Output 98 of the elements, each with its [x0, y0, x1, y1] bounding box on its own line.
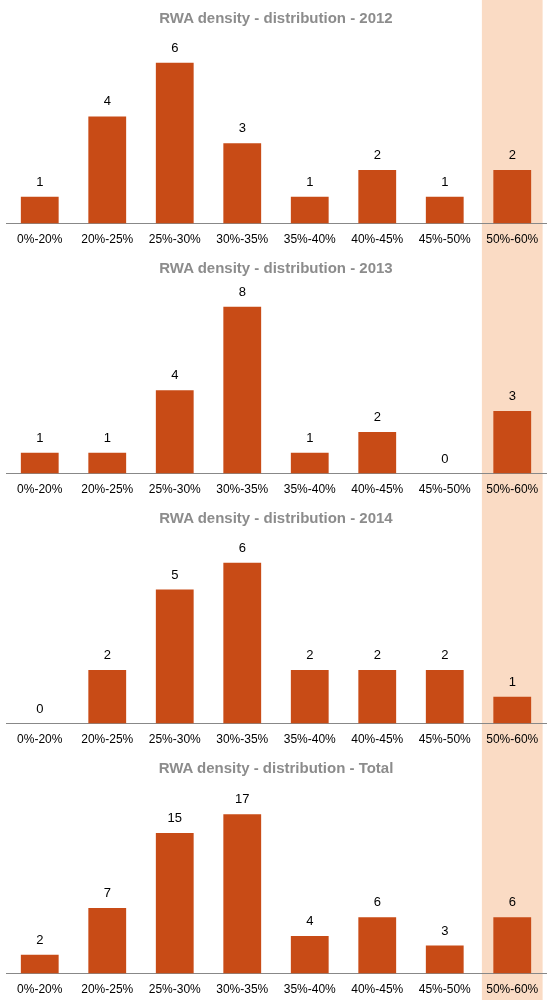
data-label: 4: [171, 367, 179, 383]
bar: [88, 452, 127, 474]
bar: [155, 62, 194, 224]
bar: [223, 306, 262, 474]
x-tick-label: 20%-25%: [81, 732, 134, 747]
chart-title: RWA density - distribution - 2013: [159, 259, 393, 277]
bar: [155, 390, 194, 474]
data-label: 1: [103, 429, 111, 445]
data-label: 7: [103, 885, 111, 901]
data-label: 1: [306, 173, 314, 189]
x-tick-label: 0%-20%: [17, 982, 63, 997]
data-label: 8: [238, 283, 246, 299]
data-label: 1: [36, 429, 44, 445]
data-label: 1: [36, 173, 44, 189]
data-label: 2: [373, 647, 381, 663]
x-tick-label: 30%-35%: [216, 232, 269, 247]
x-tick-label: 50%-60%: [486, 232, 539, 247]
x-tick-label: 25%-30%: [148, 232, 202, 247]
x-tick-label: 20%-25%: [81, 982, 134, 997]
x-tick-label: 0%-20%: [17, 732, 63, 747]
bar: [425, 670, 464, 724]
x-tick-label: 30%-35%: [216, 482, 269, 497]
bar: [223, 562, 262, 724]
data-label: 6: [373, 894, 381, 910]
data-label: 3: [441, 922, 449, 938]
data-label: 6: [171, 39, 179, 55]
x-tick-label: 20%-25%: [81, 232, 134, 247]
x-tick-label: 35%-40%: [283, 732, 337, 747]
x-tick-label: 30%-35%: [216, 732, 269, 747]
bar: [358, 170, 397, 224]
x-tick-label: 0%-20%: [17, 232, 63, 247]
data-label: 1: [306, 429, 314, 445]
chart-title: RWA density - distribution - 2014: [159, 509, 394, 527]
data-label: 5: [171, 566, 179, 582]
bar: [290, 670, 329, 724]
bar: [88, 116, 127, 224]
x-tick-label: 25%-30%: [148, 732, 202, 747]
bar: [223, 143, 262, 224]
x-tick-label: 35%-40%: [283, 482, 337, 497]
bar: [493, 411, 532, 474]
chart-title: RWA density - distribution - Total: [158, 759, 394, 777]
data-label: 2: [373, 408, 381, 424]
x-tick-label: 50%-60%: [486, 482, 539, 497]
bar: [20, 452, 59, 474]
x-tick-label: 45%-50%: [418, 232, 472, 247]
bar: [290, 452, 329, 474]
bar: [20, 196, 59, 224]
data-label: 6: [238, 539, 246, 555]
bar: [425, 196, 464, 224]
data-label: 2: [373, 147, 381, 163]
data-label: 1: [441, 173, 449, 189]
bar: [290, 936, 329, 974]
bar: [358, 431, 397, 474]
bar: [155, 832, 194, 974]
bar: [290, 196, 329, 224]
bar: [358, 670, 397, 724]
x-tick-label: 45%-50%: [418, 982, 472, 997]
bar: [88, 670, 127, 724]
bar: [155, 589, 194, 724]
bar: [493, 917, 532, 974]
data-label: 2: [36, 931, 44, 947]
x-tick-label: 45%-50%: [418, 482, 472, 497]
x-tick-label: 40%-45%: [351, 982, 404, 997]
bar: [493, 170, 532, 224]
data-label: 4: [103, 93, 111, 109]
x-tick-label: 50%-60%: [486, 982, 539, 997]
x-tick-label: 0%-20%: [17, 482, 63, 497]
data-label: 6: [508, 894, 516, 910]
x-tick-label: 25%-30%: [148, 982, 202, 997]
data-label: 15: [167, 809, 182, 825]
x-tick-label: 50%-60%: [486, 732, 539, 747]
chart-title: RWA density - distribution - 2012: [159, 9, 393, 27]
data-label: 0: [36, 700, 44, 716]
x-tick-label: 45%-50%: [418, 732, 472, 747]
bar: [88, 907, 127, 974]
data-label: 2: [508, 147, 516, 163]
bar: [425, 945, 464, 974]
data-label: 4: [306, 913, 314, 929]
bar: [223, 814, 262, 974]
x-tick-label: 30%-35%: [216, 982, 269, 997]
x-tick-label: 35%-40%: [283, 982, 337, 997]
x-tick-label: 40%-45%: [351, 232, 404, 247]
x-tick-label: 40%-45%: [351, 732, 404, 747]
data-label: 2: [441, 647, 449, 663]
x-tick-label: 35%-40%: [283, 232, 337, 247]
data-label: 2: [306, 647, 314, 663]
data-label: 0: [441, 450, 449, 466]
bar: [493, 696, 532, 724]
bar: [20, 954, 59, 974]
x-tick-label: 25%-30%: [148, 482, 202, 497]
data-label: 3: [238, 120, 246, 136]
bar: [358, 917, 397, 974]
x-tick-label: 20%-25%: [81, 482, 134, 497]
data-label: 17: [235, 791, 250, 807]
x-tick-label: 40%-45%: [351, 482, 404, 497]
data-label: 3: [508, 388, 516, 404]
data-label: 2: [103, 647, 111, 663]
data-label: 1: [508, 673, 516, 689]
